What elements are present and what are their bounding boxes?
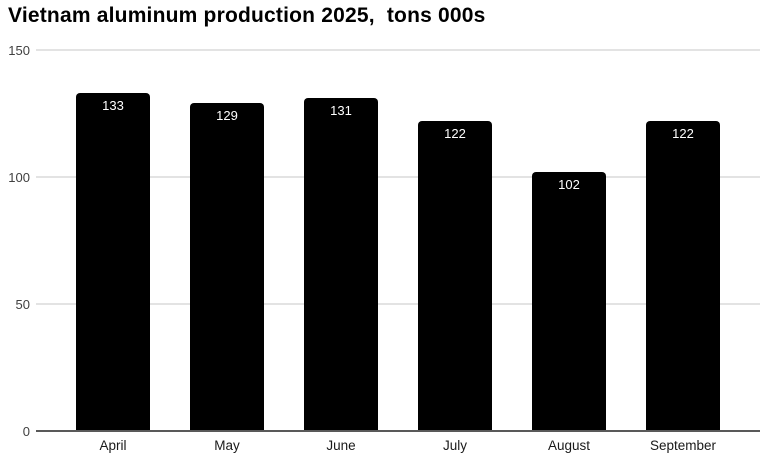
bar-september: 122 — [646, 121, 720, 431]
x-axis-line — [36, 430, 760, 432]
x-axis-tick-label-august: August — [547, 438, 591, 453]
y-axis-tick-label-50: 50 — [15, 296, 30, 312]
y-axis-tick-label-0: 0 — [22, 423, 30, 439]
bar-may: 129 — [190, 103, 264, 431]
y-axis-tick-label-100: 100 — [8, 169, 30, 185]
bar-value-label-june: 131 — [330, 103, 352, 119]
x-axis-tick-label-may: May — [214, 438, 240, 453]
chart-title: Vietnam aluminum production 2025, tons 0… — [8, 4, 486, 27]
bar-value-label-april: 133 — [102, 98, 124, 114]
y-axis-tick-label-150: 150 — [8, 42, 30, 58]
x-axis-tick-label-september: September — [649, 438, 717, 453]
bar-july: 122 — [418, 121, 492, 431]
bar-august: 102 — [532, 171, 606, 431]
bar-value-label-september: 122 — [672, 126, 694, 142]
gridline-150 — [36, 49, 760, 51]
bar-value-label-august: 102 — [558, 176, 580, 192]
gridline-100 — [36, 176, 760, 178]
bar-value-label-july: 122 — [444, 126, 466, 142]
x-axis-tick-label-april: April — [99, 438, 127, 453]
bar-april: 133 — [76, 93, 150, 431]
gridline-50 — [36, 303, 760, 305]
x-axis-tick-label-july: July — [442, 438, 467, 453]
bar-june: 131 — [304, 98, 378, 431]
x-axis-tick-label-june: June — [326, 438, 356, 453]
bar-value-label-may: 129 — [216, 108, 238, 124]
